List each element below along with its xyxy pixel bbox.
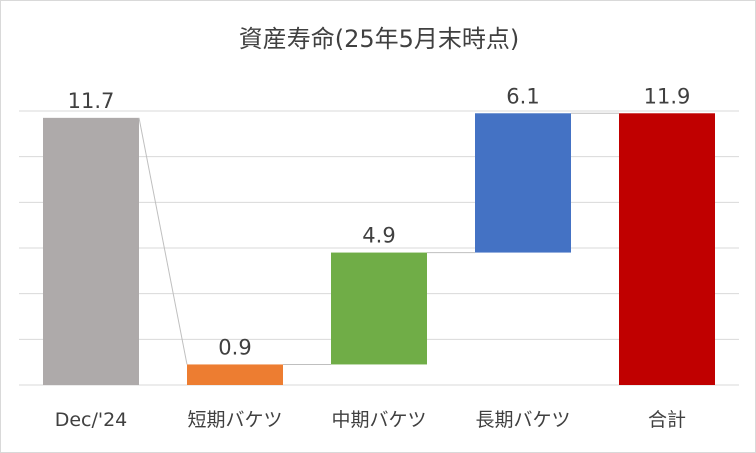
connector-line: [138, 117, 188, 365]
x-tick-label: 中期バケツ: [331, 409, 426, 431]
data-label: 6.1: [506, 84, 539, 108]
bar: [619, 113, 715, 386]
x-tick-label: 短期バケツ: [187, 409, 282, 431]
data-label: 11.7: [68, 89, 115, 113]
chart-title: 資産寿命(25年5月末時点): [238, 25, 520, 53]
bar: [331, 252, 427, 365]
bar: [43, 117, 139, 385]
data-label: 4.9: [362, 224, 395, 248]
bar: [187, 364, 283, 385]
x-tick-label: 合計: [648, 409, 686, 431]
x-tick-label: Dec/'24: [55, 409, 128, 431]
x-tick-label: 長期バケツ: [475, 409, 570, 431]
data-label: 11.9: [644, 84, 691, 108]
bar: [475, 113, 571, 253]
data-label: 0.9: [218, 335, 251, 359]
